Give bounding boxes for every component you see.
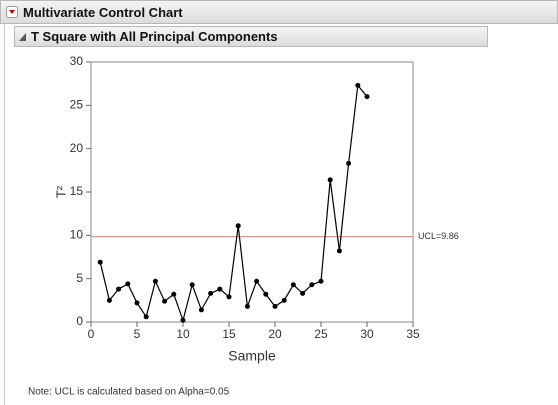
disclosure-icon[interactable]	[18, 32, 28, 42]
point	[244, 303, 250, 309]
point	[318, 278, 324, 284]
point	[281, 297, 287, 303]
point	[346, 160, 352, 166]
series-line	[99, 83, 368, 323]
point	[152, 278, 158, 284]
point	[180, 317, 186, 323]
y-tick-label: 10	[70, 228, 84, 242]
x-tick-label: 5	[134, 327, 141, 341]
section-header[interactable]: T Square with All Principal Components	[14, 26, 488, 47]
point	[198, 307, 204, 313]
panel-title: Multivariate Control Chart	[23, 5, 183, 20]
point	[125, 281, 131, 287]
plot-frame	[90, 61, 414, 323]
point	[116, 286, 122, 292]
y-tick-label: 25	[70, 98, 84, 112]
y-tick-label: 15	[70, 184, 84, 198]
point	[162, 298, 168, 304]
y-tick-label: 30	[70, 54, 84, 68]
point	[300, 290, 306, 296]
ucl-label: UCL=9.86	[418, 231, 459, 241]
point	[336, 248, 342, 254]
point	[171, 291, 177, 297]
y-tick-label: 20	[70, 141, 84, 155]
section-title: T Square with All Principal Components	[31, 29, 278, 44]
x-tick-label: 0	[88, 327, 95, 341]
point	[309, 282, 315, 288]
x-tick-label: 35	[406, 327, 420, 341]
x-tick-label: 15	[222, 327, 236, 341]
panel-header[interactable]: Multivariate Control Chart	[0, 0, 558, 24]
x-axis-label: Sample	[228, 348, 276, 364]
point	[263, 291, 269, 297]
x-tick-label: 20	[268, 327, 282, 341]
note: Note: UCL is calculated based on Alpha=0…	[28, 387, 230, 398]
point	[143, 314, 149, 320]
point	[327, 177, 333, 183]
point	[254, 278, 260, 284]
point	[355, 82, 361, 88]
y-tick-label: 5	[76, 271, 83, 285]
panel-outline	[4, 24, 5, 405]
disclosure-icon[interactable]	[6, 6, 18, 18]
x-tick-label: 10	[176, 327, 190, 341]
point	[272, 303, 278, 309]
x-tick-label: 25	[314, 327, 328, 341]
point	[97, 259, 103, 265]
y-axis-label: T²	[53, 185, 68, 198]
point	[226, 294, 232, 300]
point	[364, 94, 370, 100]
point	[235, 223, 241, 229]
point	[134, 300, 140, 306]
y-tick-label: 0	[76, 314, 83, 328]
x-tick-label: 30	[360, 327, 374, 341]
point	[208, 290, 214, 296]
point	[189, 282, 195, 288]
point	[106, 297, 112, 303]
point	[290, 282, 296, 288]
point	[217, 286, 223, 292]
